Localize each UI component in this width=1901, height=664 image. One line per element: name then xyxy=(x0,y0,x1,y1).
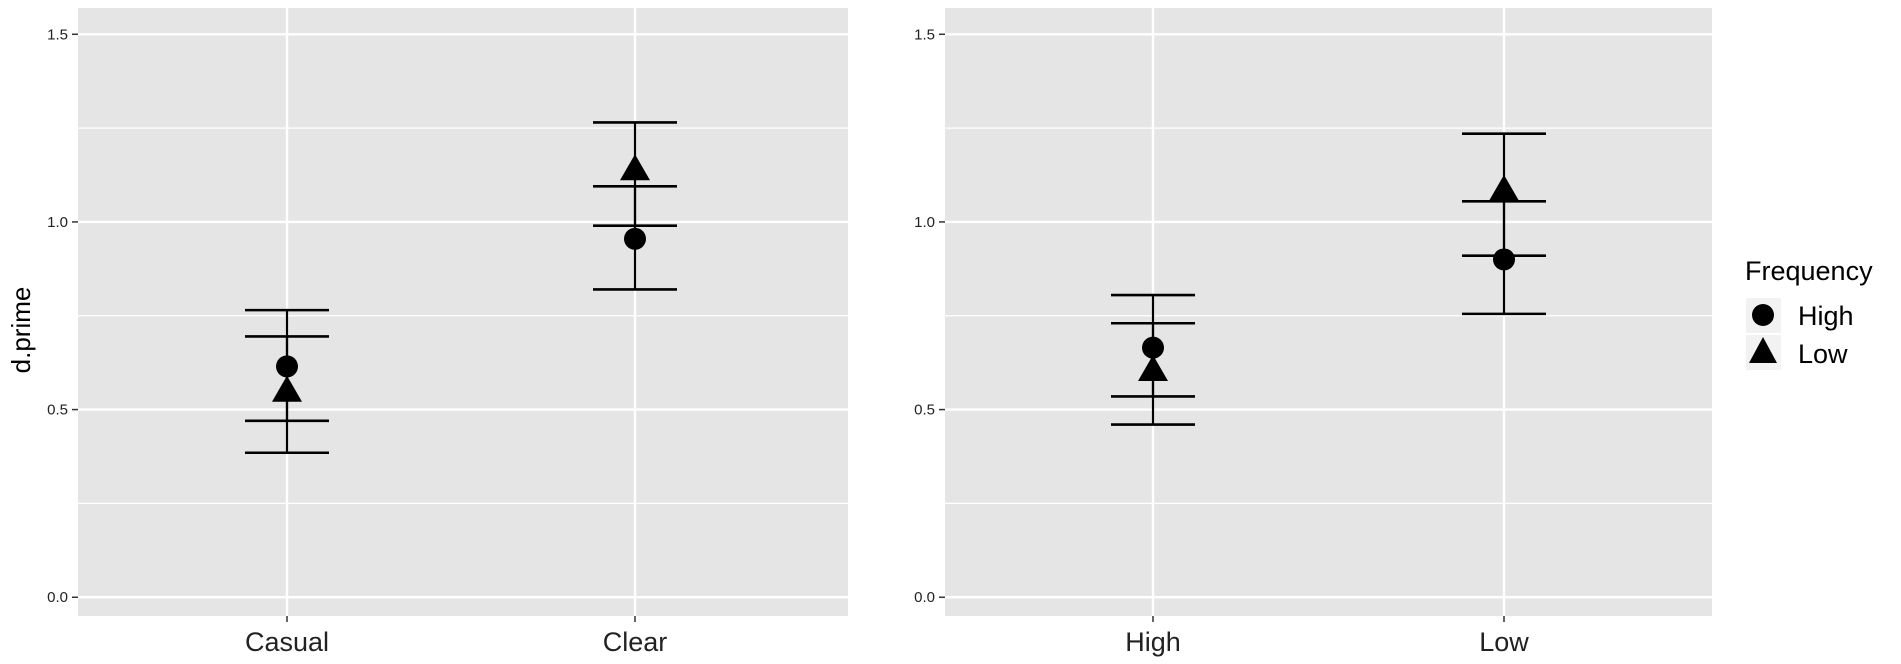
y-tick-label: 1.5 xyxy=(914,26,935,43)
plot-panel-background xyxy=(945,8,1712,616)
plot-panel-background xyxy=(78,8,848,616)
right-panel: 0.0 0.5 1.0 1.5 High Low xyxy=(914,8,1712,657)
legend-title: Frequency xyxy=(1745,256,1873,286)
data-point-circle xyxy=(1493,248,1515,271)
legend-label-high: High xyxy=(1798,301,1854,331)
x-tick-label: Low xyxy=(1479,627,1529,657)
y-axis-label: d.prime xyxy=(6,287,36,374)
x-tick-label: High xyxy=(1125,627,1181,657)
y-tick-label: 1.5 xyxy=(47,26,68,43)
data-point-circle xyxy=(624,227,646,250)
data-point-triangle xyxy=(1138,355,1168,382)
left-panel: 0.0 0.5 1.0 1.5 Casual Clear xyxy=(47,8,848,657)
y-tick-label: 1.0 xyxy=(47,214,68,231)
data-point-triangle xyxy=(272,375,302,402)
legend: Frequency High Low xyxy=(1745,256,1873,370)
x-tick-label: Clear xyxy=(603,627,668,657)
y-tick-label: 0.5 xyxy=(47,402,68,419)
legend-label-low: Low xyxy=(1798,339,1848,369)
y-tick-label: 0.0 xyxy=(47,589,68,606)
legend-key-circle-icon xyxy=(1752,304,1774,326)
y-tick-label: 1.0 xyxy=(914,214,935,231)
legend-key-triangle-icon xyxy=(1749,337,1777,363)
data-point-circle xyxy=(1142,336,1164,359)
y-tick-label: 0.0 xyxy=(914,589,935,606)
data-point-circle xyxy=(276,355,298,378)
y-tick-label: 0.5 xyxy=(914,402,935,419)
data-point-triangle xyxy=(620,154,650,181)
x-tick-label: Casual xyxy=(245,627,329,657)
data-point-triangle xyxy=(1489,174,1519,201)
